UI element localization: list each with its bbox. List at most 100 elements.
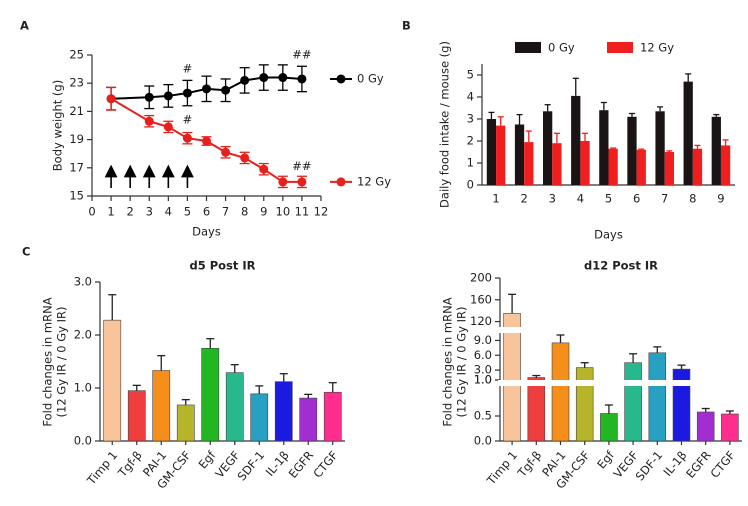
panel-label: B [402, 19, 411, 33]
bar [721, 413, 739, 442]
bar [201, 347, 220, 442]
x-tick-label: 10 [276, 205, 291, 219]
annotation: # [183, 62, 193, 76]
y-tick-label: 23 [69, 76, 84, 90]
bar [683, 81, 693, 185]
bar [103, 319, 122, 442]
x-tick-label: 7 [661, 192, 668, 206]
chart-title: d5 Post IR [189, 259, 255, 273]
chart-title: d12 Post IR [584, 259, 658, 273]
point [278, 73, 288, 83]
y-axis-label: Body weight (g) [51, 80, 65, 171]
y-tick-label: 2 [467, 134, 474, 148]
y-tick-label: 3 [467, 112, 474, 126]
x-tick-label: 1 [107, 205, 114, 219]
y-tick-label: 17 [69, 160, 84, 174]
bar [543, 111, 553, 185]
x-tick-label: Timp 1 [483, 448, 520, 488]
y-tick-label: 3.0 [474, 363, 492, 377]
y-tick-label: 6.0 [474, 348, 492, 362]
y-tick-label: 15 [69, 189, 84, 203]
bar [225, 372, 244, 442]
bar [552, 143, 562, 185]
bar [486, 119, 497, 185]
x-tick-label: 5 [184, 205, 191, 219]
x-tick-label: 9 [260, 205, 267, 219]
point [259, 164, 269, 174]
bar [672, 368, 691, 442]
x-axis-label: Days [192, 225, 221, 239]
point [240, 153, 250, 163]
y-tick-label: 0.5 [474, 409, 492, 423]
bar [627, 116, 637, 185]
y-axis-label: (12 Gy IR / 0 Gy IR) [455, 307, 469, 418]
bar [250, 393, 269, 442]
x-tick-label: 7 [222, 205, 229, 219]
x-tick-label: EGFR [683, 448, 714, 481]
legend-swatch [607, 42, 633, 53]
y-tick-label: 5 [467, 68, 474, 82]
bar [571, 95, 581, 185]
legend-marker [336, 177, 346, 187]
bar [636, 149, 646, 185]
x-tick-label: 8 [689, 192, 696, 206]
y-tick-label: 19 [69, 132, 84, 146]
y-tick-label: 25 [69, 48, 84, 62]
x-axis-label: Days [594, 228, 623, 242]
x-tick-label: Timp 1 [84, 448, 121, 488]
bar [323, 391, 342, 442]
bar [664, 152, 674, 185]
axis-break [498, 380, 742, 386]
y-axis-label: Daily food intake / mouse (g) [438, 41, 452, 208]
x-tick-label: 4 [165, 205, 172, 219]
x-tick-label: EGFR [286, 448, 317, 481]
annotation: ## [292, 48, 311, 62]
x-tick-label: 6 [203, 205, 210, 219]
x-tick-label: SDF-1 [633, 448, 666, 483]
point [182, 88, 192, 98]
x-tick-label: 0 [88, 205, 95, 219]
bar [127, 390, 146, 442]
x-tick-label: Tgf-β [115, 448, 145, 480]
y-tick-label: 1.0 [474, 373, 492, 387]
bar [524, 142, 534, 185]
x-tick-label: 2 [521, 192, 528, 206]
x-tick-label: CTGF [707, 448, 737, 480]
point [163, 91, 173, 101]
bar [575, 367, 594, 442]
bar [152, 370, 171, 442]
bar [692, 148, 703, 185]
point [163, 122, 173, 132]
panel-label: C [22, 245, 30, 259]
bar [551, 342, 570, 442]
y-tick-label: 160 [470, 292, 492, 306]
bar [176, 404, 195, 442]
y-tick-label: 2.0 [74, 328, 92, 342]
point [221, 147, 231, 157]
point [221, 85, 231, 95]
x-tick-label: CTGF [310, 448, 340, 480]
x-tick-label: Tgf-β [514, 448, 544, 480]
annotation: ## [292, 159, 311, 173]
y-tick-label: 200 [470, 271, 492, 285]
y-tick-label: 120 [470, 314, 492, 328]
legend-label: 0 Gy [357, 71, 384, 85]
x-tick-label: 4 [577, 192, 584, 206]
legend-marker [336, 74, 346, 84]
y-tick-label: 1 [467, 156, 474, 170]
bar [527, 377, 546, 442]
legend-label: 12 Gy [357, 174, 391, 188]
bar [608, 148, 618, 185]
bar [624, 362, 642, 442]
y-tick-label: 0.0 [474, 434, 492, 448]
y-tick-label: 4 [467, 90, 474, 104]
series-line [111, 76, 302, 100]
bar [580, 141, 590, 185]
x-tick-label: 5 [605, 192, 612, 206]
y-tick-label: 3.0 [74, 275, 92, 289]
panel-label: A [20, 19, 29, 33]
annotation: # [183, 112, 193, 126]
y-tick-label: 0.0 [74, 434, 92, 448]
point [240, 75, 250, 85]
